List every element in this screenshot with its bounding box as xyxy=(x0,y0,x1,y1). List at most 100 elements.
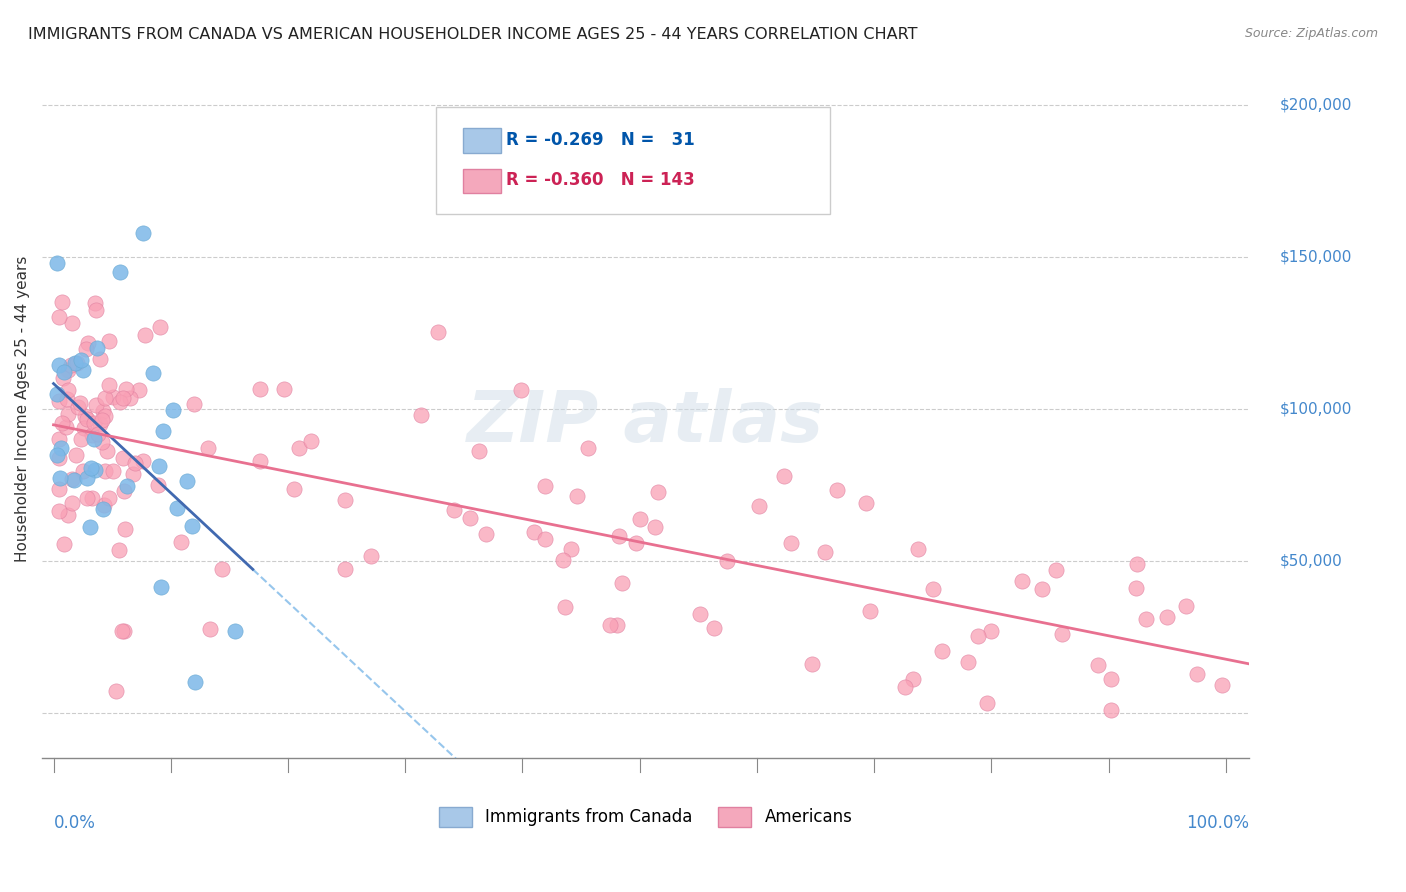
Point xyxy=(467,444,489,458)
Point xyxy=(112,391,135,405)
Point xyxy=(224,624,246,638)
Point xyxy=(48,504,70,518)
Point xyxy=(967,629,990,643)
Point xyxy=(65,448,87,462)
Point xyxy=(49,471,72,485)
Point xyxy=(75,409,97,423)
Point xyxy=(1031,582,1053,596)
Point xyxy=(86,342,108,356)
Point xyxy=(183,396,205,410)
Point xyxy=(46,387,69,401)
Point xyxy=(48,432,70,446)
Point xyxy=(1087,657,1109,672)
Point xyxy=(110,265,132,279)
Point xyxy=(748,499,770,513)
Point xyxy=(460,511,482,525)
Point xyxy=(84,302,107,317)
Point xyxy=(55,420,77,434)
Point xyxy=(814,545,837,559)
Point xyxy=(112,624,135,638)
Point xyxy=(1099,703,1122,717)
Point xyxy=(146,478,169,492)
Point xyxy=(48,310,70,324)
Point xyxy=(79,520,101,534)
Point xyxy=(114,383,136,397)
Legend: Immigrants from Canada, Americans: Immigrants from Canada, Americans xyxy=(432,800,859,834)
Point xyxy=(1156,610,1178,624)
Point xyxy=(176,474,198,488)
Point xyxy=(901,672,924,686)
Point xyxy=(89,417,111,431)
Point xyxy=(112,484,135,499)
Point xyxy=(91,412,114,426)
Point xyxy=(551,553,574,567)
Point xyxy=(567,490,589,504)
Point xyxy=(855,496,877,510)
Point xyxy=(96,443,118,458)
Point xyxy=(128,383,150,397)
Text: $100,000: $100,000 xyxy=(1279,401,1351,417)
Point xyxy=(76,491,98,505)
Point xyxy=(93,391,115,405)
Point xyxy=(80,427,103,442)
Point xyxy=(84,399,107,413)
Point xyxy=(52,365,75,379)
Point xyxy=(52,537,75,551)
Point xyxy=(1099,672,1122,686)
Point xyxy=(89,351,111,366)
Point xyxy=(184,675,207,690)
Point xyxy=(335,562,357,576)
Point xyxy=(976,696,998,710)
Point xyxy=(107,542,129,557)
Point xyxy=(48,450,70,465)
Point xyxy=(84,295,107,310)
Point xyxy=(703,621,725,635)
Point xyxy=(101,464,124,478)
Text: $200,000: $200,000 xyxy=(1279,97,1351,112)
Point xyxy=(60,316,83,330)
Point xyxy=(83,433,105,447)
Point xyxy=(91,502,114,516)
Point xyxy=(980,624,1002,639)
Point xyxy=(84,463,107,477)
Point xyxy=(560,541,582,556)
Point xyxy=(249,382,271,396)
Point xyxy=(73,421,96,435)
Point xyxy=(66,355,89,369)
Point xyxy=(825,483,848,498)
Point xyxy=(56,407,79,421)
Point xyxy=(288,441,311,455)
Point xyxy=(60,495,83,509)
Point xyxy=(599,618,621,632)
Point xyxy=(58,508,80,523)
Point xyxy=(51,294,73,309)
Text: R = -0.269   N =   31: R = -0.269 N = 31 xyxy=(506,131,695,149)
Point xyxy=(922,582,945,597)
Point xyxy=(360,549,382,563)
Point xyxy=(101,390,124,404)
Point xyxy=(111,450,134,465)
Point xyxy=(104,683,127,698)
Point xyxy=(170,534,193,549)
Point xyxy=(58,363,80,377)
Point xyxy=(554,599,576,614)
Point xyxy=(612,575,634,590)
Point xyxy=(114,522,136,536)
Point xyxy=(72,465,94,479)
Point xyxy=(180,519,202,533)
Point xyxy=(427,325,450,339)
Point xyxy=(80,460,103,475)
Point xyxy=(62,473,84,487)
Point xyxy=(411,408,433,422)
Point xyxy=(716,554,738,568)
Point xyxy=(56,392,79,407)
Point xyxy=(166,501,188,516)
Point xyxy=(1125,581,1147,595)
Point xyxy=(534,533,557,547)
Point xyxy=(118,391,141,405)
Point xyxy=(97,334,120,349)
Point xyxy=(249,453,271,467)
Point xyxy=(624,535,647,549)
Point xyxy=(1011,574,1033,588)
Point xyxy=(91,404,114,418)
